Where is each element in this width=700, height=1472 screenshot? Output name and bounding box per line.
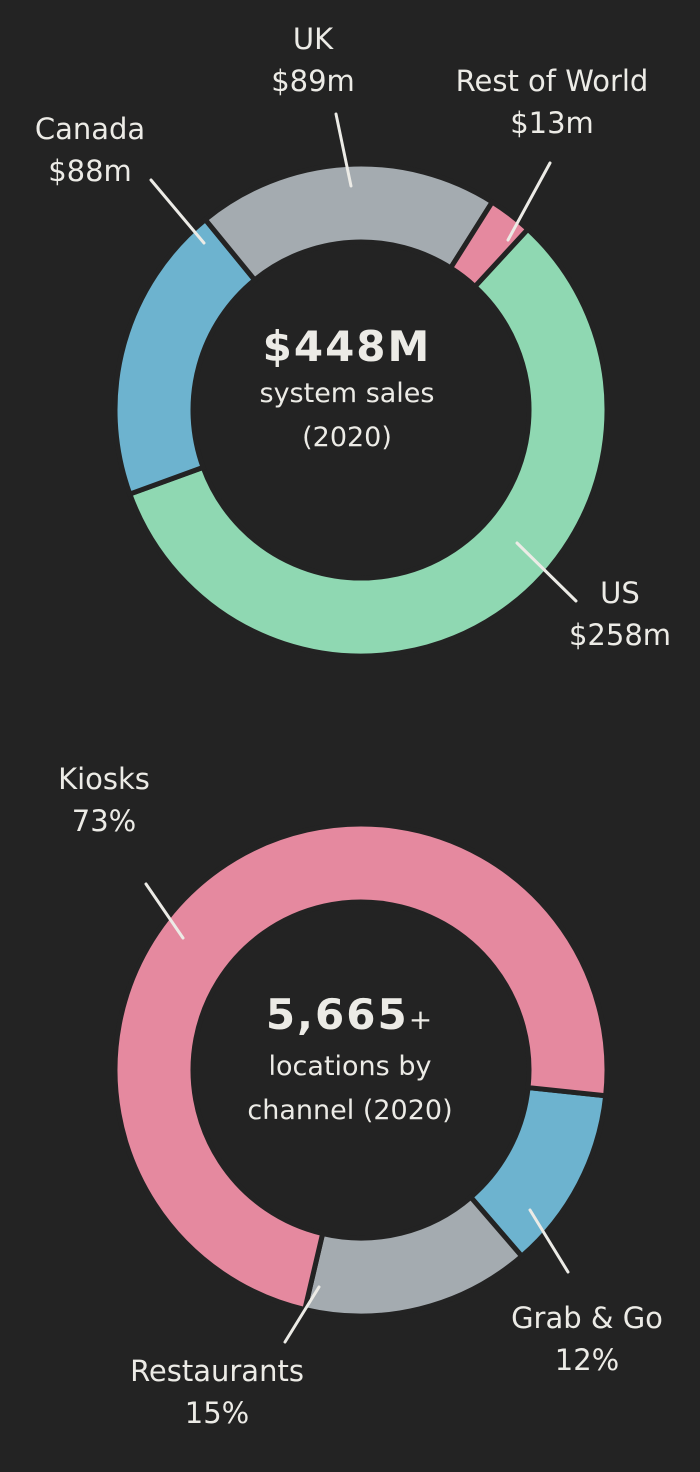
slice-restaurants [301,1193,526,1319]
slice-us [126,225,610,659]
center-line-1: locations by [268,1051,432,1082]
label-us: US $258m [569,572,671,656]
label-restaurants: Restaurants 15% [130,1350,304,1434]
label-grab-go-value: 12% [554,1343,620,1377]
leader-line-uk [334,112,353,188]
label-restaurants-value: 15% [184,1396,250,1430]
label-uk-value: $89m [271,64,355,98]
slice-kiosks [112,821,610,1313]
label-us-value: $258m [568,618,672,652]
leader-line-restaurants [283,1285,321,1344]
center-line-2: (2020) [302,422,392,453]
leader-line-canada [149,178,206,245]
center-line-1: system sales [259,378,435,409]
label-uk-name: UK [292,22,334,56]
locations-number: 5,665 [265,990,409,1039]
label-canada: Canada $88m [35,108,145,192]
label-row-value: $13m [510,106,594,140]
label-kiosks-value: 73% [71,804,137,838]
locations-plus: + [408,1003,435,1036]
label-restaurants-name: Restaurants [130,1354,304,1388]
label-canada-name: Canada [34,112,146,146]
total-sales-value: $448M [262,322,432,371]
label-kiosks: Kiosks 73% [58,758,150,842]
label-grab-go-name: Grab & Go [511,1301,663,1335]
leader-line-grab-go [528,1208,570,1274]
label-grab-go: Grab & Go 12% [511,1297,663,1381]
label-canada-value: $88m [48,154,132,188]
slice-canada [112,216,259,498]
system-sales-donut [112,112,610,659]
center-line-2: channel (2020) [247,1095,453,1126]
slice-rest-of-world [447,198,532,291]
total-locations-value: 5,665+ [247,990,452,1045]
leader-line-kiosks [144,882,185,940]
label-row-name: Rest of World [455,64,649,98]
label-kiosks-name: Kiosks [58,762,150,796]
label-rest-of-world: Rest of World $13m [456,60,649,144]
system-sales-center: $448M system sales (2020) [260,322,435,460]
locations-center: 5,665+ locations by channel (2020) [247,990,452,1133]
leader-line-us [515,541,578,603]
label-uk: UK $89m [271,18,355,102]
label-us-name: US [600,576,640,610]
locations-donut [112,821,610,1344]
leader-line-row [506,161,552,242]
